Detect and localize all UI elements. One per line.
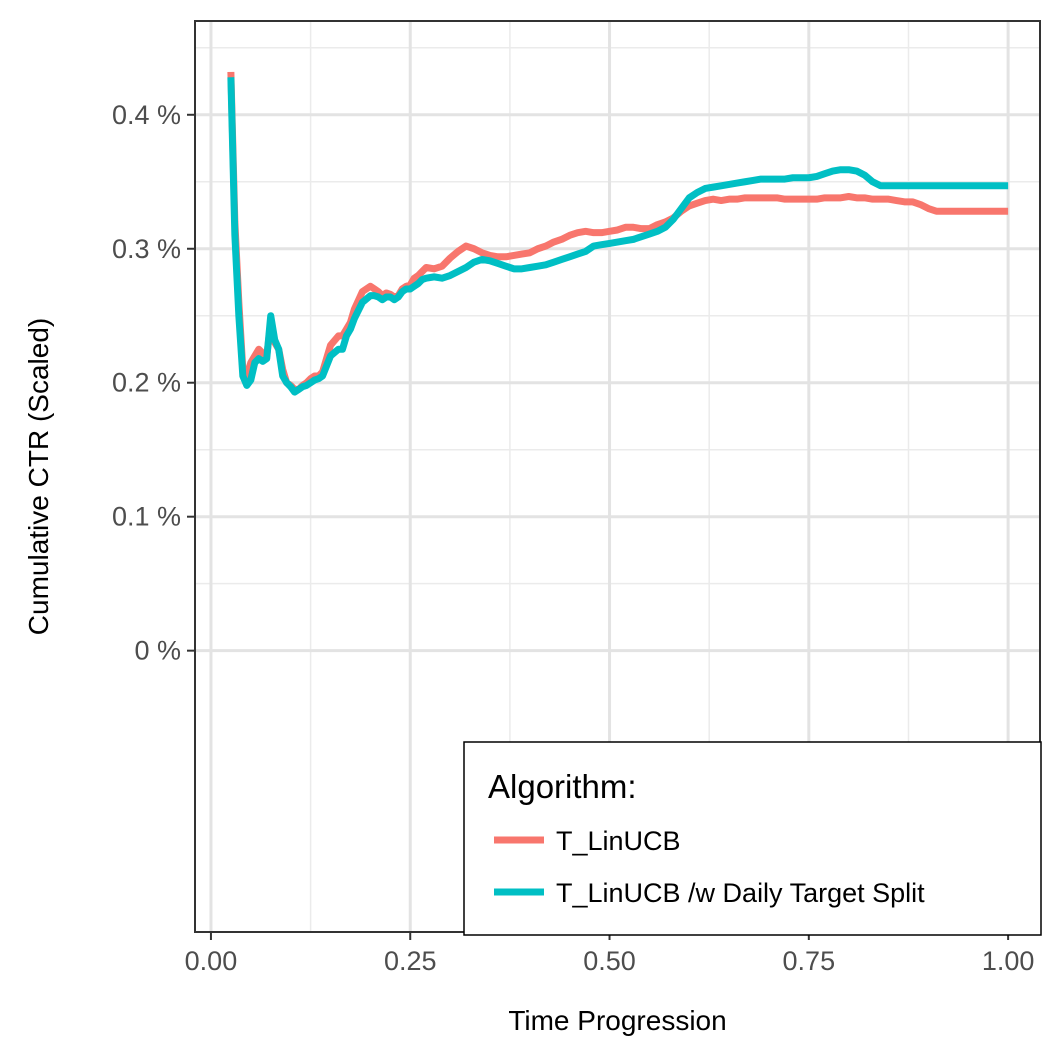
y-tick-label: 0.4 % [112, 100, 181, 130]
x-tick-label: 0.75 [783, 946, 836, 976]
y-tick-label: 0.3 % [112, 234, 181, 264]
y-axis-title: Cumulative CTR (Scaled) [23, 318, 54, 635]
y-tick-label: 0.1 % [112, 502, 181, 532]
legend-label-2: T_LinUCB /w Daily Target Split [556, 878, 925, 908]
x-tick-label: 0.25 [384, 946, 437, 976]
legend: Algorithm: T_LinUCB T_LinUCB /w Daily Tar… [463, 741, 1042, 936]
legend-box [463, 741, 1042, 936]
legend-title: Algorithm: [488, 768, 637, 805]
x-tick-label: 0.50 [583, 946, 636, 976]
x-tick-label: 1.00 [982, 946, 1035, 976]
y-tick-label: 0 % [134, 636, 181, 666]
series-line-2 [227, 77, 1009, 396]
y-axis: 0 % 0.1 % 0.2 % 0.3 % 0.4 % [112, 100, 195, 666]
series-layer [227, 71, 1009, 396]
grid-major [195, 21, 1040, 932]
x-tick-label: 0.00 [185, 946, 238, 976]
x-axis-title: Time Progression [508, 1005, 726, 1036]
x-axis: 0.00 0.25 0.50 0.75 1.00 [185, 932, 1035, 976]
y-tick-label: 0.2 % [112, 368, 181, 398]
legend-label-1: T_LinUCB [556, 826, 681, 856]
legend-items: T_LinUCB T_LinUCB /w Daily Target Split [494, 826, 925, 908]
